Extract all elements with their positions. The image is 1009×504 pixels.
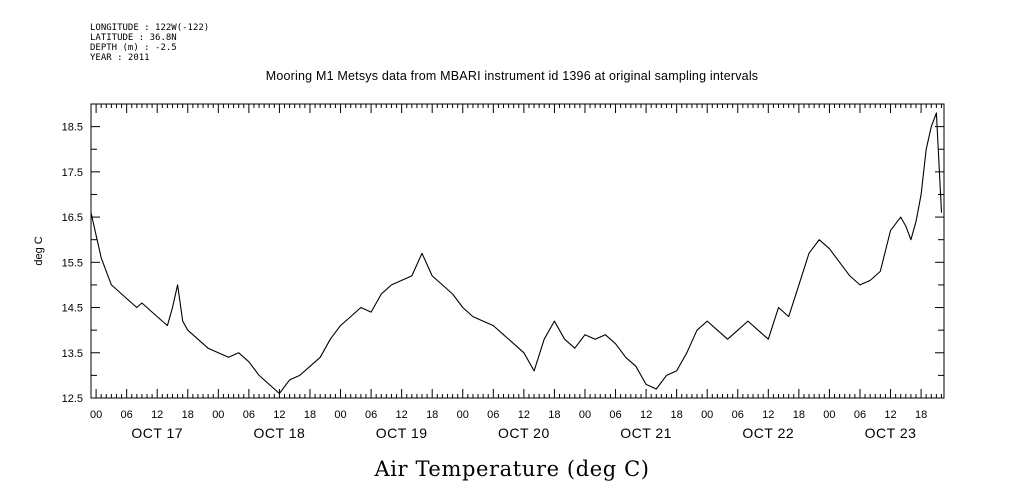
day-label: OCT 19 bbox=[376, 425, 428, 441]
day-label: OCT 21 bbox=[620, 425, 672, 441]
depth-label: DEPTH (m) : -2.5 bbox=[90, 43, 177, 53]
hour-tick-label: 18 bbox=[426, 409, 438, 421]
hour-tick-label: 18 bbox=[182, 409, 194, 421]
temperature-series-line bbox=[90, 112, 943, 395]
y-axis-label: deg C bbox=[33, 236, 45, 265]
day-label: OCT 17 bbox=[131, 425, 183, 441]
hour-tick-label: 06 bbox=[609, 409, 621, 421]
hour-tick-label: 18 bbox=[793, 409, 805, 421]
day-label: OCT 18 bbox=[254, 425, 306, 441]
hour-tick-label: 00 bbox=[823, 409, 835, 421]
hour-tick-label: 18 bbox=[304, 409, 316, 421]
hour-tick-label: 06 bbox=[243, 409, 255, 421]
hour-tick-label: 06 bbox=[732, 409, 744, 421]
hour-tick-label: 06 bbox=[854, 409, 866, 421]
y-tick-label: 14.5 bbox=[62, 303, 83, 315]
hour-tick-label: 18 bbox=[671, 409, 683, 421]
hour-tick-label: 00 bbox=[457, 409, 469, 421]
hour-tick-label: 00 bbox=[701, 409, 713, 421]
hour-tick-label: 00 bbox=[334, 409, 346, 421]
hour-tick-label: 12 bbox=[640, 409, 652, 421]
hour-tick-label: 12 bbox=[518, 409, 530, 421]
hour-tick-label: 12 bbox=[273, 409, 285, 421]
x-axis: 00 06 12 18 00 06 12 18 00 06 12 18 00 06 12 18 00 06 12 18… bbox=[90, 104, 942, 441]
x-axis-label: Air Temperature (deg C) bbox=[373, 457, 649, 481]
series-group bbox=[90, 112, 943, 395]
hour-tick-label: 18 bbox=[915, 409, 927, 421]
chart-title: Mooring M1 Metsys data from MBARI instru… bbox=[266, 69, 759, 83]
y-tick-label: 13.5 bbox=[62, 348, 83, 360]
year-label: YEAR : 2011 bbox=[90, 53, 150, 63]
day-label: OCT 22 bbox=[742, 425, 794, 441]
day-label: OCT 20 bbox=[498, 425, 550, 441]
hour-tick-label: 00 bbox=[579, 409, 591, 421]
plot-frame bbox=[90, 103, 945, 399]
y-tick-label: 15.5 bbox=[62, 257, 83, 269]
hour-tick-label: 12 bbox=[884, 409, 896, 421]
hour-tick-label: 00 bbox=[212, 409, 224, 421]
day-label: OCT 23 bbox=[865, 425, 917, 441]
hour-tick-label: 00 bbox=[90, 409, 102, 421]
y-axis: 12.5 13.5 14.5 15.5 16.5 17.5 18.5 bbox=[62, 103, 944, 405]
hour-tick-label: 12 bbox=[151, 409, 163, 421]
y-tick-label: 12.5 bbox=[62, 393, 83, 405]
latitude-label: LATITUDE : 36.8N bbox=[90, 33, 177, 43]
hour-tick-label: 12 bbox=[396, 409, 408, 421]
hour-tick-label: 06 bbox=[121, 409, 133, 421]
longitude-label: LONGITUDE : 122W(-122) bbox=[90, 23, 209, 33]
hour-tick-label: 12 bbox=[762, 409, 774, 421]
hour-tick-label: 18 bbox=[548, 409, 560, 421]
y-tick-label: 16.5 bbox=[62, 212, 83, 224]
hour-tick-label: 06 bbox=[365, 409, 377, 421]
y-tick-label: 18.5 bbox=[62, 122, 83, 134]
y-tick-label: 17.5 bbox=[62, 167, 83, 179]
hour-tick-label: 06 bbox=[487, 409, 499, 421]
